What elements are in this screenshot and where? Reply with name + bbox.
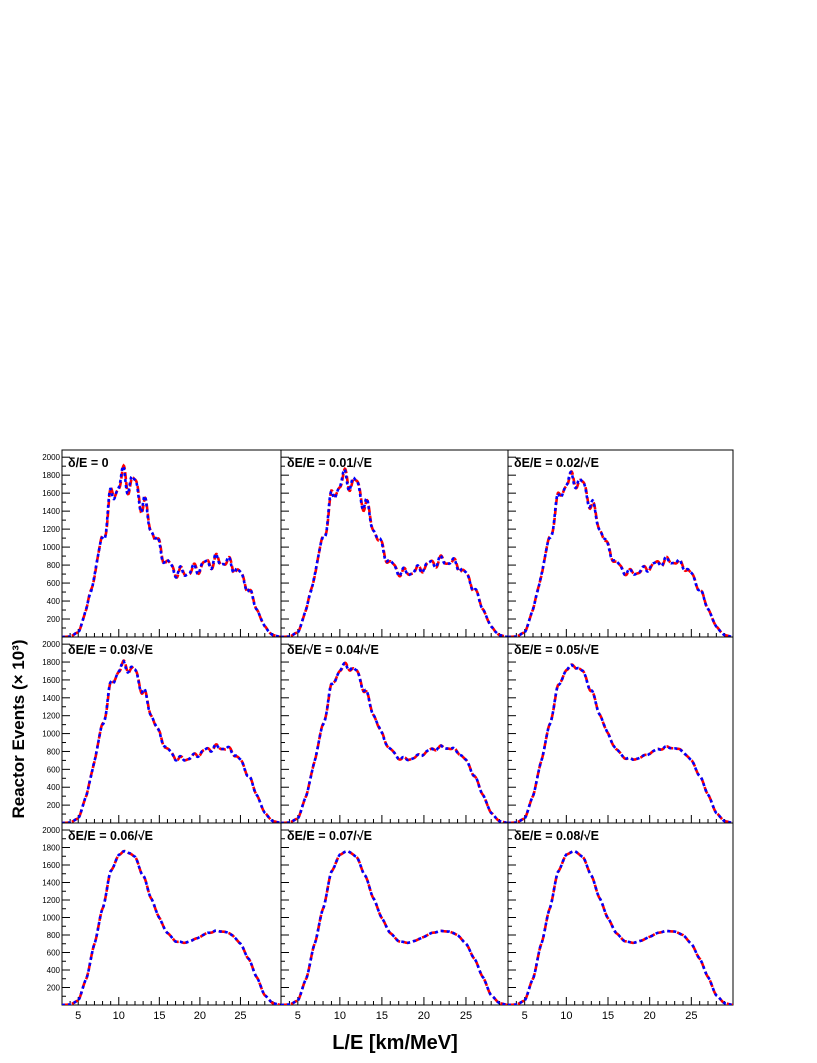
series-blue-dotted	[62, 659, 281, 823]
x-tick-label: 10	[113, 1010, 125, 1022]
y-tick-label: 800	[47, 747, 61, 756]
x-tick-label: 20	[418, 1010, 430, 1022]
panel-8: 5 10 15 20 25 δE/E = 0.07/√E	[280, 822, 509, 1022]
y-tick-label: 200	[47, 984, 61, 993]
series-red-dashed	[508, 849, 733, 1005]
series-red-dashed	[62, 849, 281, 1005]
x-tick-label: 25	[685, 1010, 697, 1022]
series-red-dashed	[281, 661, 508, 823]
y-tick-label: 1800	[42, 658, 60, 667]
y-tick-label: 1600	[42, 861, 60, 870]
series-red-dashed	[281, 849, 508, 1005]
panel-frame	[507, 822, 734, 1006]
y-tick-label: 400	[47, 966, 61, 975]
series-blue-dotted	[508, 849, 733, 1005]
series-red-dashed	[508, 469, 733, 637]
y-tick-label: 1000	[42, 914, 60, 923]
y-tick-label: 1600	[42, 676, 60, 685]
series-blue-dotted	[281, 661, 508, 823]
y-tick-label: 800	[47, 931, 61, 940]
y-tick-label: 1400	[42, 694, 60, 703]
series-blue-dotted	[62, 464, 281, 637]
y-tick-label: 400	[47, 783, 61, 792]
panels-group: 200 400 600 800 1000 1200 1400 1600 1800 2000 δ/E …	[42, 449, 734, 1022]
panel-7: 200 400 600 800 1000 1200 1400 1600 1800 2000 5 10 1…	[42, 822, 282, 1022]
x-tick-label: 25	[460, 1010, 472, 1022]
y-tick-label: 200	[47, 615, 61, 624]
series-blue-dotted	[508, 663, 733, 823]
series-red-dashed	[281, 467, 508, 637]
panel-frame	[61, 636, 282, 824]
x-tick-label: 15	[153, 1010, 165, 1022]
y-tick-label: 1600	[42, 489, 60, 498]
panel-frame	[280, 449, 509, 638]
panel-frame	[280, 636, 509, 824]
y-tick-label: 1200	[42, 896, 60, 905]
y-tick-label: 1000	[42, 543, 60, 552]
series-blue-dotted	[281, 850, 508, 1005]
x-axis-title: L/E [km/MeV]	[332, 1032, 458, 1054]
y-tick-label: 1400	[42, 879, 60, 888]
panel-frame	[507, 636, 734, 824]
y-tick-label: 800	[47, 561, 61, 570]
series-blue-dotted	[508, 470, 733, 637]
y-tick-label: 1800	[42, 844, 60, 853]
series-red-dashed	[508, 663, 733, 823]
x-tick-label: 15	[376, 1010, 388, 1022]
panel-label: δE/E = 0.01/√E	[287, 456, 372, 470]
panel-label: δE/E = 0.06/√E	[68, 829, 153, 843]
panel-9: 5 10 15 20 25 δE/E = 0.08/√E	[507, 822, 734, 1022]
y-tick-label: 600	[47, 765, 61, 774]
series-blue-dotted	[281, 467, 508, 637]
y-tick-label: 1400	[42, 507, 60, 516]
x-tick-label: 5	[522, 1010, 528, 1022]
panel-frame	[61, 449, 282, 638]
panel-6: δE/E = 0.05/√E	[507, 636, 734, 824]
y-tick-label: 400	[47, 597, 61, 606]
y-tick-label: 2000	[42, 453, 60, 462]
x-tick-label: 10	[560, 1010, 572, 1022]
panel-label: δ/E = 0	[68, 456, 109, 470]
y-tick-label: 2000	[42, 640, 60, 649]
series-red-dashed	[62, 659, 281, 823]
y-tick-label: 1200	[42, 712, 60, 721]
panel-label: δE/E = 0.02/√E	[514, 456, 599, 470]
y-tick-label: 600	[47, 949, 61, 958]
panel-label: δE/E = 0.07/√E	[287, 829, 372, 843]
panel-4: 200 400 600 800 1000 1200 1400 1600 1800 2000 δE/E…	[42, 636, 282, 824]
x-tick-label: 15	[602, 1010, 614, 1022]
panel-label: δE/E = 0.08/√E	[514, 829, 599, 843]
x-tick-label: 10	[334, 1010, 346, 1022]
x-tick-label: 25	[234, 1010, 246, 1022]
y-tick-label: 1200	[42, 525, 60, 534]
y-tick-label: 200	[47, 801, 61, 810]
x-tick-label: 20	[194, 1010, 206, 1022]
panel-3: δE/E = 0.02/√E	[507, 449, 734, 638]
panel-label: δE/√E = 0.04/√E	[287, 643, 379, 657]
y-tick-label: 2000	[42, 826, 60, 835]
series-blue-dotted	[62, 850, 281, 1005]
y-tick-label: 1000	[42, 730, 60, 739]
x-tick-label: 20	[644, 1010, 656, 1022]
series-red-dashed	[62, 463, 281, 637]
panel-frame	[280, 822, 509, 1006]
x-tick-label: 5	[295, 1010, 301, 1022]
y-tick-label: 1800	[42, 471, 60, 480]
y-axis-title: Reactor Events (× 10³)	[9, 639, 28, 818]
panel-label: δE/E = 0.05/√E	[514, 643, 599, 657]
panel-5: δE/√E = 0.04/√E	[280, 636, 509, 824]
y-tick-label: 600	[47, 579, 61, 588]
panel-1: 200 400 600 800 1000 1200 1400 1600 1800 2000 δ/E …	[42, 449, 282, 638]
panel-frame	[61, 822, 282, 1006]
panel-label: δE/E = 0.03/√E	[68, 643, 153, 657]
panel-2: δE/E = 0.01/√E	[280, 449, 509, 638]
x-tick-label: 5	[75, 1010, 81, 1022]
panel-frame	[507, 449, 734, 638]
